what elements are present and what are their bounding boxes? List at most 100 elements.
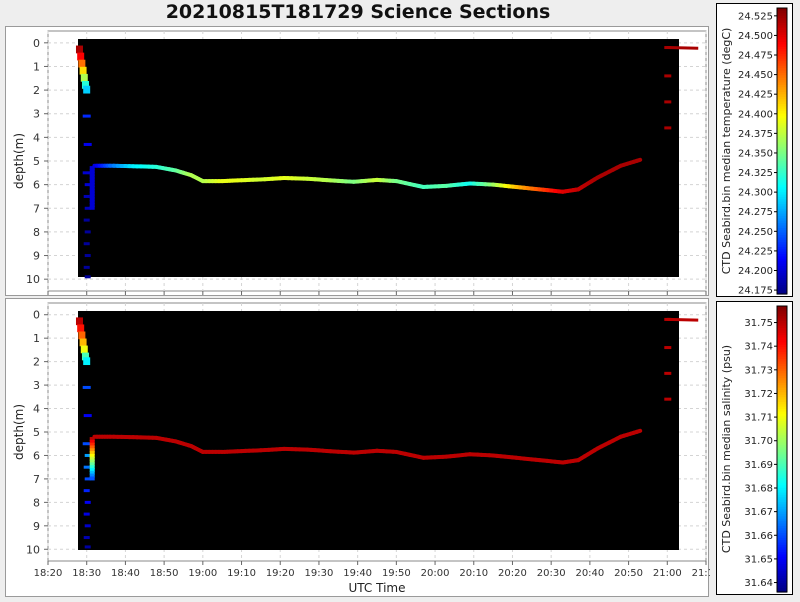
temperature-deep-profile-cell <box>84 143 92 146</box>
salinity-deep-profile-cell <box>83 386 91 389</box>
salinity-late-surface-segment <box>667 319 698 320</box>
temperature-colorbar-tick-label: 24.300 <box>738 188 773 199</box>
temperature-colorbar-tick-label: 24.225 <box>738 246 773 257</box>
temperature-colorbar-label: CTD Seabird.bin median temperature (degC… <box>720 28 733 275</box>
temperature-y-tick-label: 8 <box>33 226 40 239</box>
salinity-y-tick-label: 0 <box>33 309 40 322</box>
temperature-descent-cell <box>90 206 95 210</box>
salinity-x-tick-label: 20:00 <box>421 568 450 579</box>
temperature-colorbar-tick-label: 24.375 <box>738 129 773 140</box>
salinity-trace-segment <box>637 431 640 432</box>
salinity-deep-profile-cell <box>84 536 90 539</box>
temperature-colorbar-tick-label: 24.475 <box>738 51 773 62</box>
salinity-x-tick-label: 20:20 <box>498 568 527 579</box>
temperature-colorbar-tick-label: 24.200 <box>738 266 773 277</box>
temperature-y-tick-label: 4 <box>33 131 40 144</box>
temperature-deep-profile-cell <box>84 242 90 245</box>
salinity-profile-cell <box>78 331 85 339</box>
temperature-profile-cell <box>77 53 84 61</box>
salinity-colorbar-tick-label: 31.65 <box>744 554 773 565</box>
salinity-profile-cell <box>80 339 87 347</box>
salinity-x-tick-label: 20:10 <box>459 568 488 579</box>
salinity-deep-profile-cell <box>84 513 90 516</box>
salinity-colorbar-tick-label: 31.69 <box>744 460 773 471</box>
salinity-y-tick-label: 6 <box>33 449 40 462</box>
salinity-late-profile-cell <box>664 372 671 375</box>
temperature-y-tick-label: 3 <box>33 108 40 121</box>
temperature-colorbar-panel: 24.175 24.200 24.225 24.250 24.275 24.300 24.3… <box>716 3 793 297</box>
temperature-colorbar-tick-label: 24.350 <box>738 148 773 159</box>
temperature-y-tick-label: 1 <box>33 60 40 73</box>
salinity-x-tick-label: 19:40 <box>343 568 372 579</box>
temperature-trace-segment <box>637 160 640 161</box>
temperature-y-tick-label: 6 <box>33 179 40 192</box>
salinity-x-tick-label: 21:00 <box>653 568 682 579</box>
salinity-profile-cell <box>77 324 84 332</box>
temperature-colorbar-tick-label: 24.275 <box>738 207 773 218</box>
temperature-colorbar-tick-label: 24.400 <box>738 109 773 120</box>
temperature-y-tick-label: 10 <box>26 273 40 286</box>
temperature-late-surface-segment <box>667 48 698 49</box>
temperature-colorbar-tick-label: 24.250 <box>738 227 773 238</box>
salinity-y-tick-label: 2 <box>33 356 40 369</box>
salinity-deep-profile-cell <box>84 489 90 492</box>
salinity-x-tick-label: 18:30 <box>72 568 101 579</box>
salinity-descent-cell <box>90 476 95 480</box>
salinity-late-profile-cell <box>664 398 671 401</box>
salinity-x-tick-label: 20:50 <box>614 568 643 579</box>
salinity-x-axis-label: UTC Time <box>349 581 406 595</box>
temperature-deep-profile-cell <box>84 219 90 222</box>
salinity-colorbar-tick-label: 31.67 <box>744 507 773 518</box>
salinity-x-tick-label: 19:20 <box>266 568 295 579</box>
salinity-colorbar-tick-label: 31.70 <box>744 436 773 447</box>
temperature-colorbar-tick-label: 24.450 <box>738 70 773 81</box>
salinity-colorbar: 31.6431.6531.6631.6731.6831.6931.7031.71… <box>717 302 794 596</box>
temperature-y-tick-label: 9 <box>33 250 40 263</box>
temperature-deep-profile-cell <box>83 115 91 118</box>
temperature-deep-profile-cell <box>84 195 90 198</box>
salinity-deep-profile-cell <box>85 545 91 548</box>
temperature-profile-cell <box>76 46 83 54</box>
temperature-colorbar: 24.175 24.200 24.225 24.250 24.275 24.300 24.3… <box>717 4 794 298</box>
salinity-profile-cell <box>83 357 90 365</box>
temperature-colorbar-tick-label: 24.425 <box>738 90 773 101</box>
temperature-deep-profile-cell <box>83 171 91 174</box>
salinity-deep-profile-cell <box>85 501 91 504</box>
salinity-x-tick-label: 19:10 <box>227 568 256 579</box>
salinity-x-tick-label: 18:40 <box>111 568 140 579</box>
temperature-section-background <box>78 39 679 277</box>
salinity-x-tick-label: 20:30 <box>537 568 566 579</box>
salinity-late-profile-cell <box>664 346 671 349</box>
salinity-y-tick-label: 10 <box>26 543 40 556</box>
salinity-deep-profile-cell <box>84 466 90 469</box>
temperature-late-profile-cell <box>664 100 671 103</box>
salinity-colorbar-tick-label: 31.66 <box>744 531 773 542</box>
salinity-x-tick-label: 18:50 <box>150 568 179 579</box>
salinity-colorbar-tick-label: 31.72 <box>744 389 773 400</box>
salinity-y-tick-label: 1 <box>33 332 40 345</box>
salinity-x-tick-label: 19:00 <box>188 568 217 579</box>
salinity-profile-cell <box>76 317 83 325</box>
temperature-deep-profile-cell <box>85 275 91 278</box>
salinity-colorbar-tick-label: 31.73 <box>744 365 773 376</box>
temperature-deep-profile-cell <box>85 254 91 257</box>
salinity-y-tick-label: 5 <box>33 426 40 439</box>
salinity-y-axis-label: depth(m) <box>12 404 26 460</box>
page-title: 20210815T181729 Science Sections <box>0 0 716 24</box>
salinity-deep-profile-cell <box>85 524 91 527</box>
salinity-y-tick-label: 7 <box>33 473 40 486</box>
salinity-colorbar-tick-label: 31.74 <box>744 342 773 353</box>
temperature-late-profile-cell <box>664 74 671 77</box>
temperature-y-tick-label: 7 <box>33 202 40 215</box>
temperature-colorbar-tick-label: 24.525 <box>738 11 773 22</box>
temperature-profile-cell <box>83 86 90 94</box>
salinity-x-tick-label: 21:10 <box>692 568 710 579</box>
salinity-deep-profile-cell <box>83 442 91 445</box>
salinity-colorbar-tick-label: 31.68 <box>744 484 773 495</box>
temperature-colorbar-tick-label: 24.175 <box>738 286 773 297</box>
temperature-profile-cell <box>80 67 87 75</box>
temperature-y-tick-label: 2 <box>33 84 40 97</box>
temperature-profile-cell <box>81 74 88 82</box>
